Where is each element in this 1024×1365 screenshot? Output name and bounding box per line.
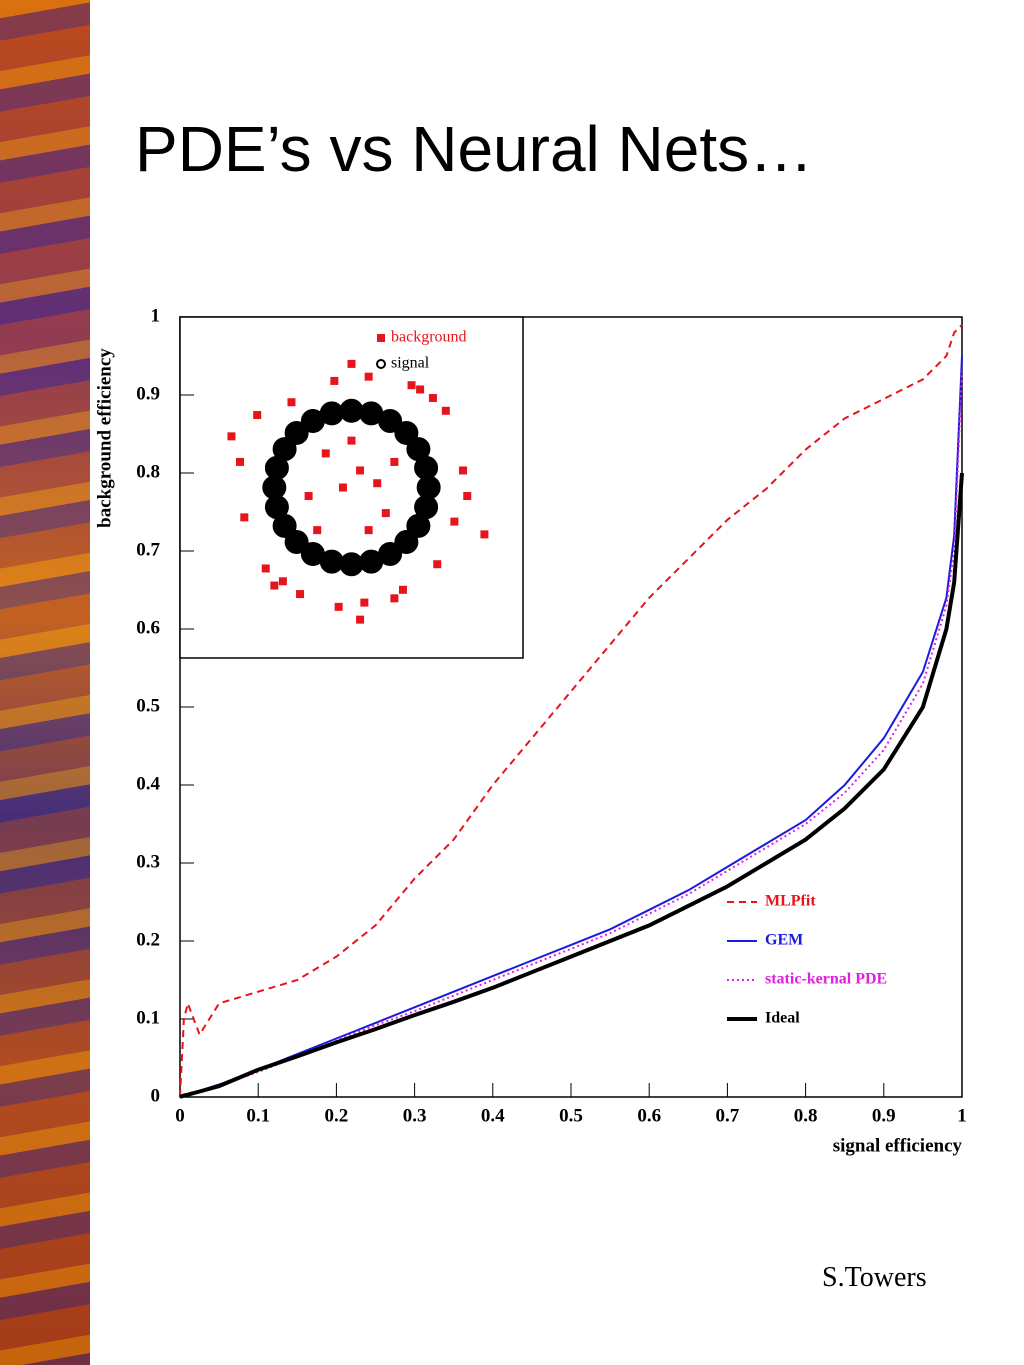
scatter-point xyxy=(394,420,419,445)
scatter-point xyxy=(458,466,467,475)
scatter-point xyxy=(347,359,356,368)
scatter-point xyxy=(398,585,407,594)
scatter-point xyxy=(319,549,344,574)
footer: S.Towers xyxy=(822,1262,927,1293)
x-tick-label: 0.6 xyxy=(637,1105,661,1126)
x-tick-label: 0.8 xyxy=(794,1105,818,1126)
scatter-point xyxy=(359,401,384,426)
y-tick-label: 0.6 xyxy=(136,617,160,638)
y-tick-label: 0.8 xyxy=(136,461,160,482)
scatter-point xyxy=(450,517,459,526)
scatter-point xyxy=(394,530,419,555)
x-tick-label: 0.5 xyxy=(559,1105,583,1126)
scatter-point xyxy=(338,483,347,492)
legend-label: signal xyxy=(391,355,430,372)
scatter-point xyxy=(296,590,305,599)
scatter-point xyxy=(406,437,431,462)
scatter-point xyxy=(272,513,297,538)
scatter-point xyxy=(378,541,403,566)
y-tick-label: 0.7 xyxy=(136,539,160,560)
scatter-point xyxy=(390,457,399,466)
legend-label: GEM xyxy=(765,932,803,949)
y-tick-label: 1 xyxy=(151,305,161,326)
scatter-point xyxy=(441,406,450,415)
scatter-point xyxy=(364,372,373,381)
inset-frame xyxy=(179,316,524,659)
scatter-point xyxy=(390,594,399,603)
x-axis-label: signal efficiency xyxy=(833,1135,963,1156)
scatter-point xyxy=(373,479,382,488)
legend-swatch xyxy=(376,359,386,369)
slide-title: PDE’s vs Neural Nets… xyxy=(135,113,814,185)
legend-label: background xyxy=(391,329,467,346)
x-tick-label: 0.9 xyxy=(872,1105,896,1126)
scatter-point xyxy=(334,602,343,611)
x-tick-label: 0.2 xyxy=(325,1105,349,1126)
y-tick-label: 0 xyxy=(151,1085,161,1106)
scatter-point xyxy=(262,475,287,500)
scatter-point xyxy=(480,530,489,539)
x-tick-label: 0.4 xyxy=(481,1105,505,1126)
decorative-stripe xyxy=(0,0,90,1365)
scatter-point xyxy=(304,492,313,501)
y-axis-label: background efficiency xyxy=(94,348,115,528)
scatter-point xyxy=(381,509,390,518)
scatter-point xyxy=(321,449,330,458)
x-tick-label: 0 xyxy=(175,1105,185,1126)
scatter-point xyxy=(416,385,425,394)
legend-label: Ideal xyxy=(765,1010,800,1027)
x-tick-label: 0.3 xyxy=(403,1105,427,1126)
scatter-point xyxy=(356,466,365,475)
series-line xyxy=(179,324,963,1098)
x-tick-label: 0.7 xyxy=(716,1105,740,1126)
scatter-point xyxy=(339,552,364,577)
legend-swatch xyxy=(377,334,385,342)
scatter-point xyxy=(287,398,296,407)
scatter-point xyxy=(330,376,339,385)
scatter-point xyxy=(347,436,356,445)
scatter-point xyxy=(463,492,472,501)
scatter-point xyxy=(240,513,249,522)
scatter-point xyxy=(313,526,322,535)
scatter-point xyxy=(416,475,441,500)
legend-label: MLPfit xyxy=(765,893,816,910)
scatter-point xyxy=(300,409,325,434)
scatter-point xyxy=(428,393,437,402)
scatter-point xyxy=(264,455,289,480)
series-line xyxy=(179,472,964,1099)
scatter-point xyxy=(253,411,262,420)
scatter-point xyxy=(360,598,369,607)
x-tick-label: 1 xyxy=(957,1105,967,1126)
scatter-point xyxy=(284,530,309,555)
scatter-point xyxy=(364,526,373,535)
y-tick-label: 0.5 xyxy=(136,695,160,716)
y-tick-label: 0.4 xyxy=(136,773,160,794)
scatter-point xyxy=(261,564,270,573)
legend-label: static-kernal PDE xyxy=(765,971,887,988)
scatter-point xyxy=(339,398,364,423)
scatter-point xyxy=(356,615,365,624)
y-tick-label: 0.3 xyxy=(136,851,160,872)
x-tick-label: 0.1 xyxy=(246,1105,270,1126)
scatter-point xyxy=(284,420,309,445)
y-tick-label: 0.2 xyxy=(136,929,160,950)
scatter-point xyxy=(278,577,287,586)
scatter-point xyxy=(414,495,439,520)
scatter-point xyxy=(236,457,245,466)
y-tick-label: 0.1 xyxy=(136,1007,160,1028)
scatter-point xyxy=(270,581,279,590)
scatter-point xyxy=(433,560,442,569)
scatter-point xyxy=(407,381,416,390)
y-tick-label: 0.9 xyxy=(136,383,160,404)
scatter-point xyxy=(227,432,236,441)
